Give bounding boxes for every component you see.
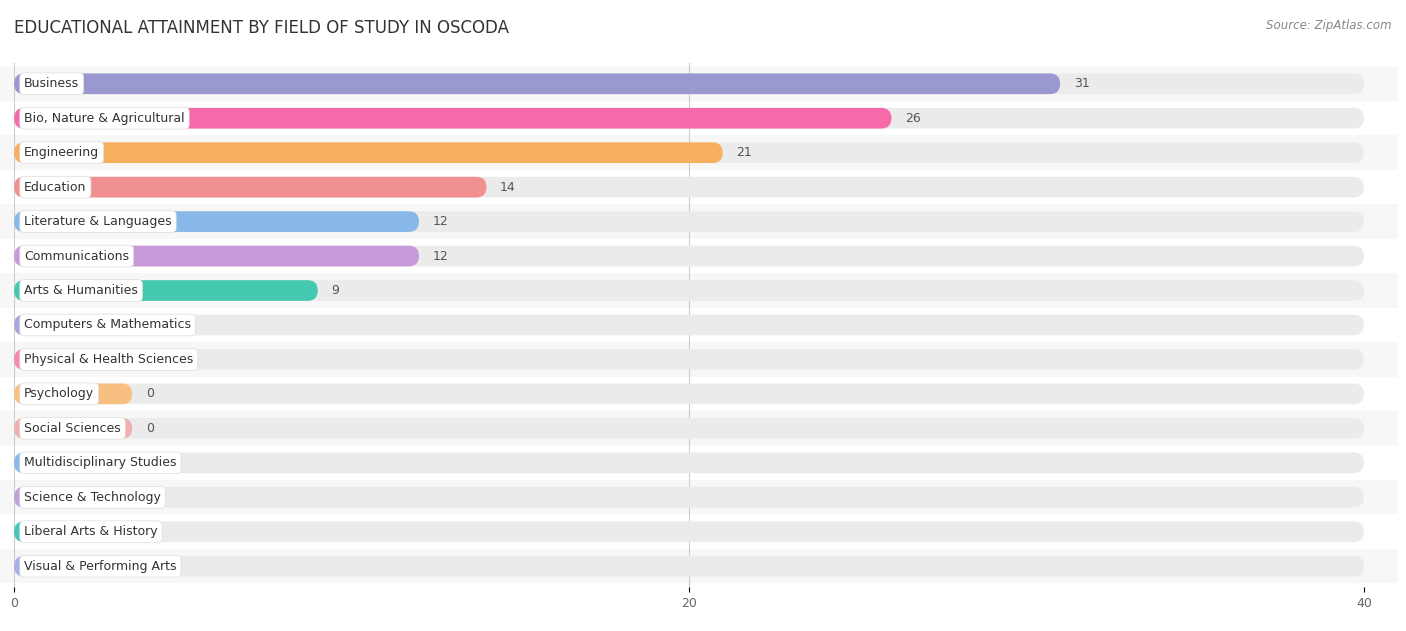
FancyBboxPatch shape bbox=[0, 101, 1398, 136]
Text: 26: 26 bbox=[905, 112, 921, 125]
Text: Multidisciplinary Studies: Multidisciplinary Studies bbox=[24, 456, 177, 469]
FancyBboxPatch shape bbox=[14, 418, 132, 439]
FancyBboxPatch shape bbox=[14, 487, 132, 507]
Text: 0: 0 bbox=[146, 491, 153, 504]
FancyBboxPatch shape bbox=[0, 204, 1398, 239]
FancyBboxPatch shape bbox=[0, 445, 1398, 480]
FancyBboxPatch shape bbox=[14, 487, 1364, 507]
FancyBboxPatch shape bbox=[14, 211, 1364, 232]
FancyBboxPatch shape bbox=[0, 411, 1398, 445]
FancyBboxPatch shape bbox=[14, 384, 132, 404]
FancyBboxPatch shape bbox=[14, 521, 1364, 542]
Text: 21: 21 bbox=[737, 146, 752, 159]
Text: Literature & Languages: Literature & Languages bbox=[24, 215, 172, 228]
Text: Business: Business bbox=[24, 77, 79, 90]
FancyBboxPatch shape bbox=[0, 377, 1398, 411]
FancyBboxPatch shape bbox=[14, 349, 1364, 370]
Text: Computers & Mathematics: Computers & Mathematics bbox=[24, 319, 191, 331]
Text: 12: 12 bbox=[433, 215, 449, 228]
FancyBboxPatch shape bbox=[0, 308, 1398, 342]
Text: 31: 31 bbox=[1074, 77, 1090, 90]
Text: Visual & Performing Arts: Visual & Performing Arts bbox=[24, 560, 177, 573]
Text: 0: 0 bbox=[146, 387, 153, 401]
FancyBboxPatch shape bbox=[14, 521, 132, 542]
FancyBboxPatch shape bbox=[14, 349, 132, 370]
Text: Education: Education bbox=[24, 180, 87, 194]
FancyBboxPatch shape bbox=[14, 177, 1364, 198]
FancyBboxPatch shape bbox=[14, 452, 1364, 473]
Text: 0: 0 bbox=[146, 353, 153, 366]
FancyBboxPatch shape bbox=[0, 549, 1398, 584]
FancyBboxPatch shape bbox=[14, 143, 723, 163]
FancyBboxPatch shape bbox=[14, 73, 1060, 94]
Text: EDUCATIONAL ATTAINMENT BY FIELD OF STUDY IN OSCODA: EDUCATIONAL ATTAINMENT BY FIELD OF STUDY… bbox=[14, 19, 509, 37]
Text: 9: 9 bbox=[332, 284, 339, 297]
Text: 12: 12 bbox=[433, 249, 449, 262]
FancyBboxPatch shape bbox=[14, 245, 1364, 266]
Text: Communications: Communications bbox=[24, 249, 129, 262]
FancyBboxPatch shape bbox=[14, 108, 1364, 129]
Text: 0: 0 bbox=[146, 456, 153, 469]
FancyBboxPatch shape bbox=[14, 73, 1364, 94]
Text: 14: 14 bbox=[501, 180, 516, 194]
Text: 0: 0 bbox=[146, 560, 153, 573]
Text: Liberal Arts & History: Liberal Arts & History bbox=[24, 525, 157, 538]
Text: 0: 0 bbox=[146, 422, 153, 435]
FancyBboxPatch shape bbox=[14, 556, 132, 577]
Text: Arts & Humanities: Arts & Humanities bbox=[24, 284, 138, 297]
FancyBboxPatch shape bbox=[0, 239, 1398, 273]
FancyBboxPatch shape bbox=[14, 143, 1364, 163]
Text: Science & Technology: Science & Technology bbox=[24, 491, 162, 504]
FancyBboxPatch shape bbox=[14, 108, 891, 129]
FancyBboxPatch shape bbox=[14, 245, 419, 266]
FancyBboxPatch shape bbox=[14, 315, 132, 335]
FancyBboxPatch shape bbox=[0, 66, 1398, 101]
FancyBboxPatch shape bbox=[14, 556, 1364, 577]
Text: Physical & Health Sciences: Physical & Health Sciences bbox=[24, 353, 194, 366]
Text: 0: 0 bbox=[146, 319, 153, 331]
FancyBboxPatch shape bbox=[14, 211, 419, 232]
FancyBboxPatch shape bbox=[14, 452, 132, 473]
Text: Social Sciences: Social Sciences bbox=[24, 422, 121, 435]
Text: Source: ZipAtlas.com: Source: ZipAtlas.com bbox=[1267, 19, 1392, 32]
FancyBboxPatch shape bbox=[14, 384, 1364, 404]
FancyBboxPatch shape bbox=[14, 280, 1364, 301]
Text: Psychology: Psychology bbox=[24, 387, 94, 401]
FancyBboxPatch shape bbox=[0, 136, 1398, 170]
FancyBboxPatch shape bbox=[0, 342, 1398, 377]
FancyBboxPatch shape bbox=[14, 315, 1364, 335]
FancyBboxPatch shape bbox=[14, 177, 486, 198]
FancyBboxPatch shape bbox=[14, 418, 1364, 439]
Text: Bio, Nature & Agricultural: Bio, Nature & Agricultural bbox=[24, 112, 184, 125]
Text: 0: 0 bbox=[146, 525, 153, 538]
FancyBboxPatch shape bbox=[0, 273, 1398, 308]
FancyBboxPatch shape bbox=[14, 280, 318, 301]
Text: Engineering: Engineering bbox=[24, 146, 100, 159]
FancyBboxPatch shape bbox=[0, 170, 1398, 204]
FancyBboxPatch shape bbox=[0, 480, 1398, 514]
FancyBboxPatch shape bbox=[0, 514, 1398, 549]
